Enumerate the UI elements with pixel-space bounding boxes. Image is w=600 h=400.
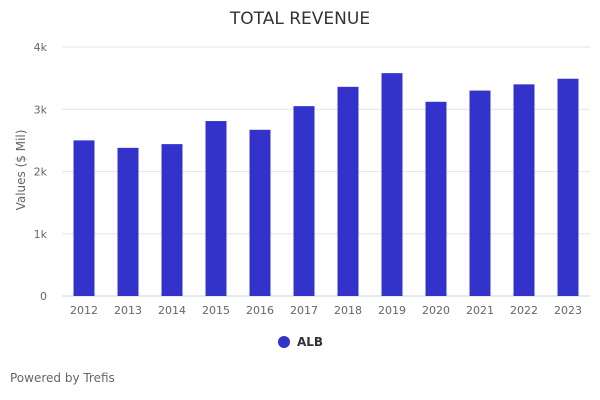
x-tick-label: 2019: [378, 304, 406, 317]
x-tick-label: 2018: [334, 304, 362, 317]
bar-2015[interactable]: [205, 121, 227, 296]
legend[interactable]: ALB: [278, 335, 323, 349]
x-tick-label: 2015: [202, 304, 230, 317]
bar-2021[interactable]: [469, 90, 491, 296]
x-tick-label: 2023: [554, 304, 582, 317]
bar-2013[interactable]: [117, 147, 139, 296]
gridlines: [62, 46, 590, 297]
y-tick-label: 4k: [34, 41, 48, 54]
x-tick-label: 2013: [114, 304, 142, 317]
bar-2020[interactable]: [425, 101, 447, 296]
y-axis-title: Values ($ Mil): [14, 130, 28, 211]
y-tick-label: 3k: [34, 103, 48, 116]
x-tick-label: 2020: [422, 304, 450, 317]
y-tick-label: 2k: [34, 166, 48, 179]
bar-2022[interactable]: [513, 84, 535, 296]
bar-2018[interactable]: [337, 86, 359, 296]
x-tick-label: 2014: [158, 304, 186, 317]
x-tick-label: 2016: [246, 304, 274, 317]
y-tick-label: 0: [40, 290, 47, 303]
bar-2012[interactable]: [73, 140, 95, 296]
x-axis-ticks: 2012 2013 2014 2015 2016 2017 2018 2019 2020 2021…: [70, 304, 582, 317]
x-tick-label: 2022: [510, 304, 538, 317]
legend-label-alb[interactable]: ALB: [297, 335, 323, 349]
powered-by-credit[interactable]: Powered by Trefis: [10, 371, 115, 385]
bar-series: [73, 73, 579, 297]
x-tick-label: 2021: [466, 304, 494, 317]
x-tick-label: 2017: [290, 304, 318, 317]
x-tick-label: 2012: [70, 304, 98, 317]
chart-title: TOTAL REVENUE: [229, 9, 370, 29]
y-axis-ticks: 0 1k 2k 3k 4k: [34, 41, 48, 303]
bar-2014[interactable]: [161, 144, 183, 296]
bar-2016[interactable]: [249, 129, 271, 296]
bar-2023[interactable]: [557, 78, 579, 296]
y-tick-label: 1k: [34, 228, 48, 241]
bar-2017[interactable]: [293, 106, 315, 296]
legend-marker-icon: [278, 336, 290, 348]
bar-2019[interactable]: [381, 73, 403, 297]
